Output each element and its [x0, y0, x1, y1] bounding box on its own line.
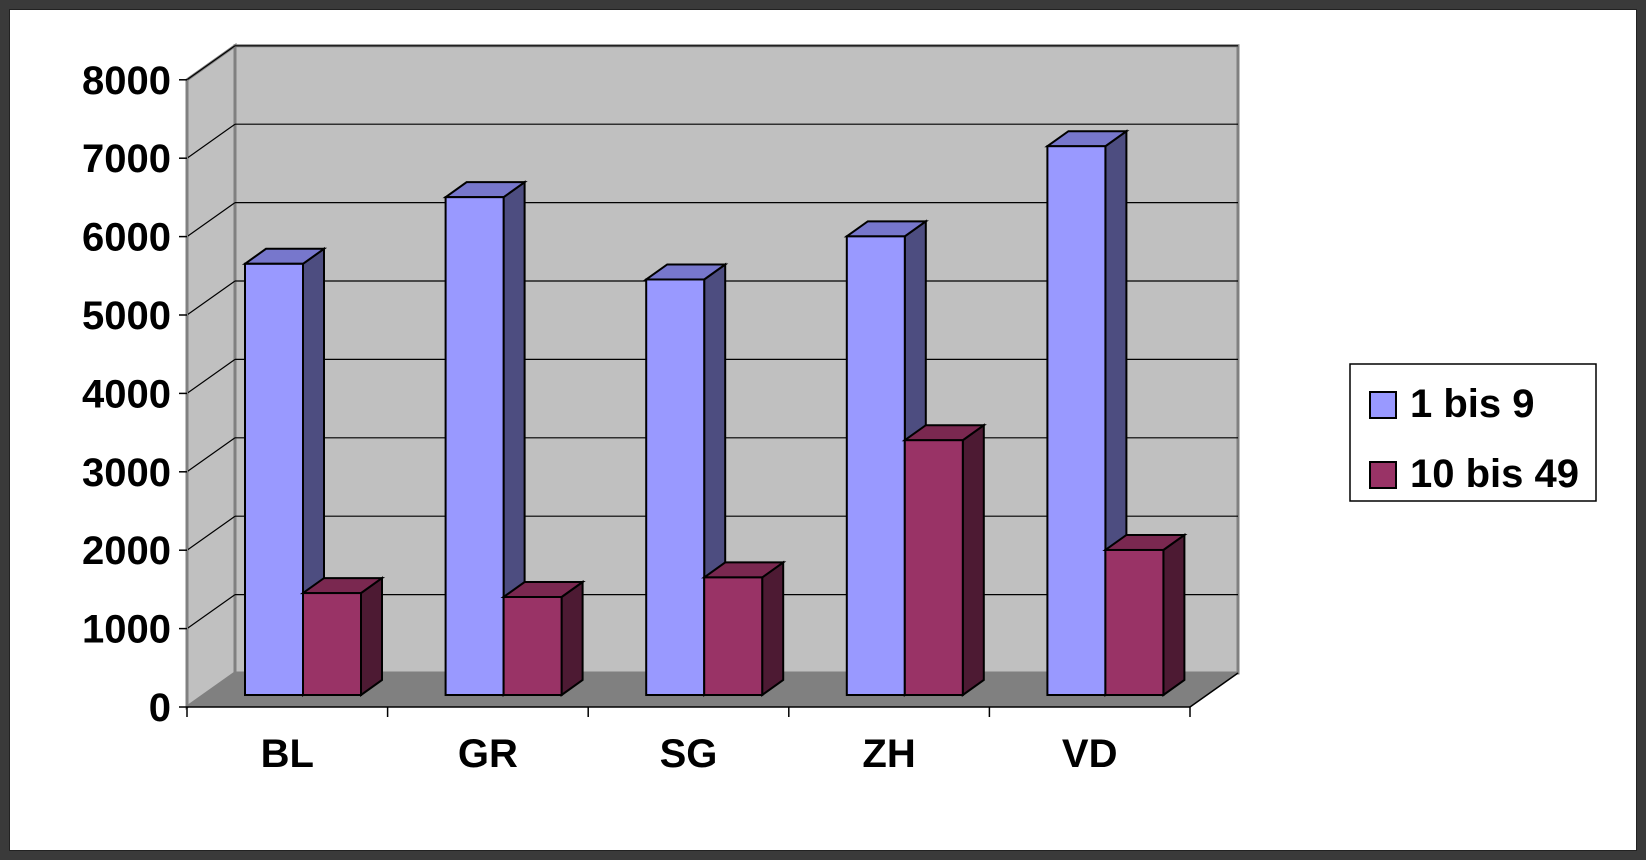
y-tick-label: 1000 — [82, 608, 171, 652]
bar-front — [303, 593, 361, 695]
bar-side — [562, 582, 583, 695]
bar — [704, 562, 783, 695]
bar-front — [504, 597, 562, 695]
bar-front — [446, 197, 504, 695]
x-tick-label: SG — [660, 732, 718, 776]
bar-front — [704, 577, 762, 695]
bar-front — [245, 264, 303, 695]
x-tick-label: BL — [261, 732, 314, 776]
x-tick-label: VD — [1062, 732, 1118, 776]
y-tick-label: 4000 — [82, 372, 171, 416]
y-tick-label: 5000 — [82, 294, 171, 338]
legend-swatch — [1370, 462, 1396, 488]
bar-front — [1105, 550, 1163, 695]
bar — [303, 578, 382, 695]
bar-chart: 0 1000 2000 3000 4000 5000 6000 7000 8000 BL GR SG… — [10, 10, 1638, 852]
y-tick-label: 0 — [149, 686, 171, 730]
bar-side — [762, 562, 783, 695]
y-tick-label: 6000 — [82, 216, 171, 260]
bar — [1105, 535, 1184, 695]
legend: 1 bis 9 10 bis 49 — [1350, 364, 1596, 501]
bar-front — [1047, 146, 1105, 695]
bar-side — [361, 578, 382, 695]
y-tick-label: 2000 — [82, 529, 171, 573]
y-tick-label: 8000 — [82, 59, 171, 103]
bar — [504, 582, 583, 695]
bar-side — [1163, 535, 1184, 695]
legend-label: 1 bis 9 — [1410, 382, 1535, 426]
bar — [905, 425, 984, 695]
bar-front — [847, 236, 905, 695]
y-tick-label: 3000 — [82, 451, 171, 495]
bar-front — [905, 440, 963, 695]
bar-side — [963, 425, 984, 695]
legend-swatch — [1370, 392, 1396, 418]
y-tick-labels: 0 1000 2000 3000 4000 5000 6000 7000 8000 — [82, 59, 171, 730]
x-tick-label: ZH — [862, 732, 915, 776]
legend-label: 10 bis 49 — [1410, 452, 1579, 496]
chart-frame: 0 1000 2000 3000 4000 5000 6000 7000 8000 BL GR SG… — [9, 9, 1637, 851]
bar-front — [646, 279, 704, 695]
y-tick-label: 7000 — [82, 137, 171, 181]
x-tick-label: GR — [458, 732, 518, 776]
x-tick-labels: BL GR SG ZH VD — [261, 732, 1118, 776]
